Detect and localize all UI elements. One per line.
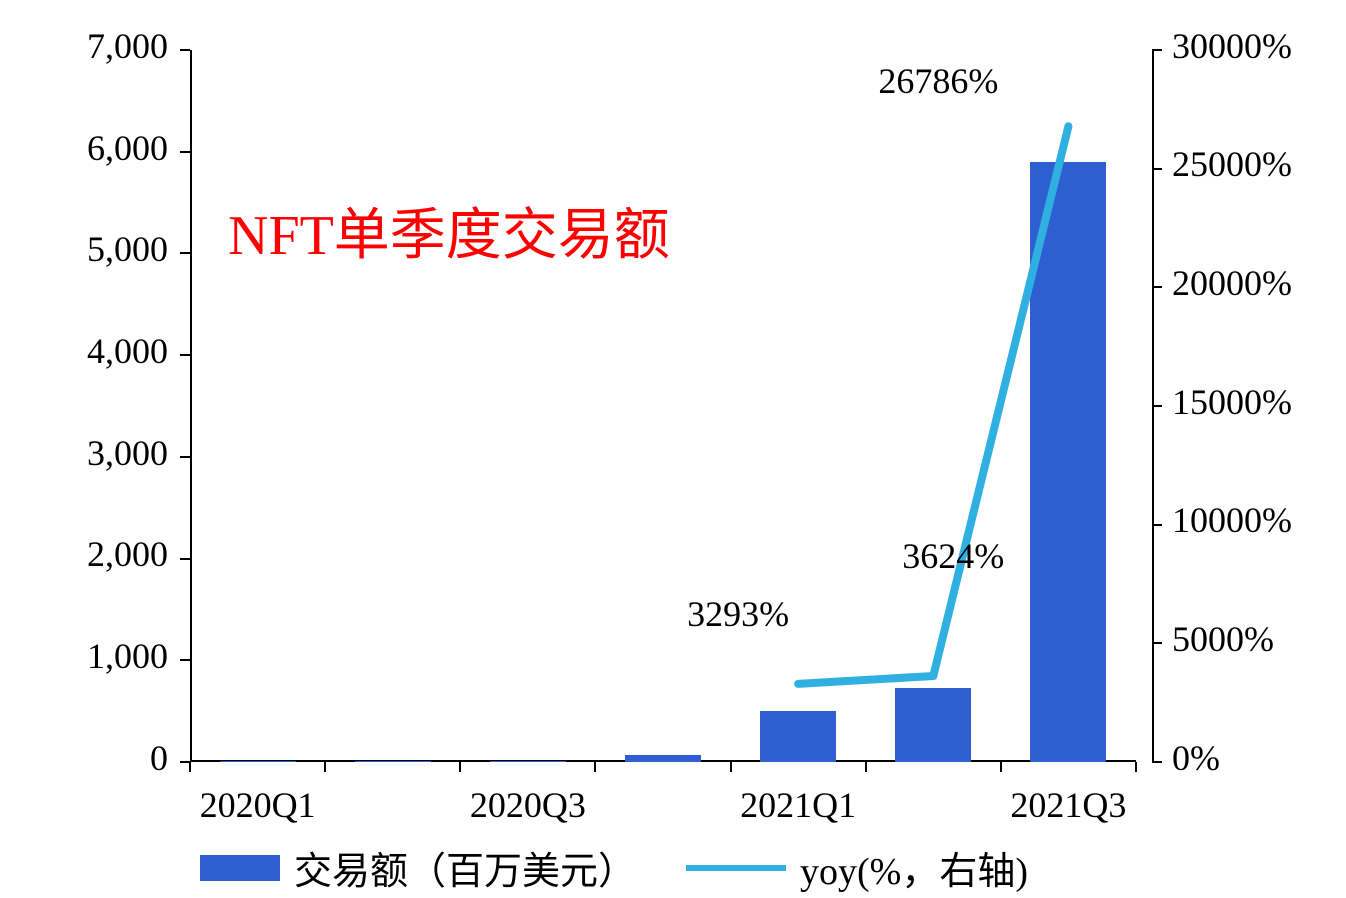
x-tick <box>324 762 326 772</box>
y-left-label: 7,000 <box>0 25 168 67</box>
y-left-tick <box>180 558 190 560</box>
x-label: 2021Q1 <box>740 784 856 826</box>
bar <box>625 755 701 762</box>
bar <box>355 761 431 762</box>
y-right-tick <box>1152 286 1162 288</box>
y-right-tick <box>1152 405 1162 407</box>
y-right-label: 0% <box>1172 737 1220 779</box>
x-label: 2020Q3 <box>470 784 586 826</box>
bar <box>895 688 971 762</box>
y-left-label: 0 <box>0 737 168 779</box>
y-left-tick <box>180 151 190 153</box>
legend-line-swatch <box>686 865 786 871</box>
x-label: 2020Q1 <box>200 784 316 826</box>
y-left-label: 5,000 <box>0 228 168 270</box>
legend-label: yoy(%，右轴) <box>800 840 1028 895</box>
x-tick <box>1000 762 1002 772</box>
y-left-tick <box>180 456 190 458</box>
y-left-tick <box>180 659 190 661</box>
x-tick <box>1135 762 1137 772</box>
x-tick <box>594 762 596 772</box>
legend: 交易额（百万美元） yoy(%，右轴) <box>200 840 1028 895</box>
bar <box>220 761 296 762</box>
y-left-label: 2,000 <box>0 533 168 575</box>
y-right-label: 15000% <box>1172 381 1292 423</box>
y-left-label: 3,000 <box>0 432 168 474</box>
y-right-tick <box>1152 761 1162 763</box>
chart-title-annotation: NFT单季度交易额 <box>228 190 670 271</box>
y-left-label: 6,000 <box>0 127 168 169</box>
x-tick <box>189 762 191 772</box>
bar <box>490 761 566 762</box>
nft-quarterly-volume-chart: 0 1,000 2,000 3,000 4,000 5,000 6,000 7,000 0% 50… <box>0 0 1346 898</box>
x-tick <box>730 762 732 772</box>
legend-bar-swatch <box>200 855 280 881</box>
legend-item: 交易额（百万美元） <box>200 840 636 895</box>
line-data-label: 3293% <box>687 593 789 635</box>
y-right-tick <box>1152 524 1162 526</box>
y-left-tick <box>180 252 190 254</box>
x-tick <box>865 762 867 772</box>
bar <box>760 711 836 762</box>
legend-label: 交易额（百万美元） <box>294 840 636 895</box>
x-label: 2021Q3 <box>1010 784 1126 826</box>
y-left-label: 4,000 <box>0 330 168 372</box>
y-right-tick <box>1152 168 1162 170</box>
y-left-label: 1,000 <box>0 635 168 677</box>
y-right-label: 25000% <box>1172 143 1292 185</box>
y-right-tick <box>1152 642 1162 644</box>
y-right-label: 20000% <box>1172 262 1292 304</box>
plot-area <box>190 50 1136 762</box>
y-right-label: 10000% <box>1172 499 1292 541</box>
line-data-label: 26786% <box>878 60 998 102</box>
bar <box>1030 162 1106 762</box>
y-left-tick <box>180 354 190 356</box>
y-right-label: 5000% <box>1172 618 1274 660</box>
x-tick <box>459 762 461 772</box>
line-data-label: 3624% <box>902 535 1004 577</box>
y-right-label: 30000% <box>1172 25 1292 67</box>
y-right-tick <box>1152 49 1162 51</box>
y-left-tick <box>180 49 190 51</box>
legend-item: yoy(%，右轴) <box>686 840 1028 895</box>
